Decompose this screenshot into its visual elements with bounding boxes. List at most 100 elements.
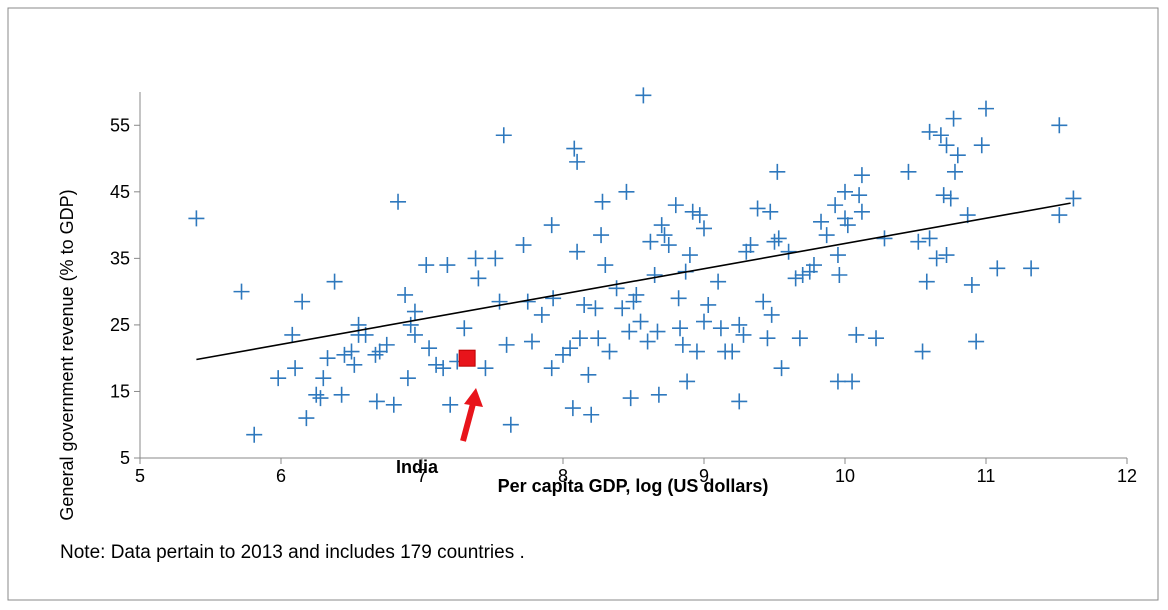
point: [326, 273, 343, 290]
point: [402, 316, 419, 333]
point: [270, 370, 287, 387]
point: [935, 187, 952, 204]
point: [963, 276, 980, 293]
point: [946, 163, 963, 180]
point: [406, 326, 423, 343]
point: [298, 410, 315, 427]
point: [390, 193, 407, 210]
point: [569, 153, 586, 170]
point: [439, 257, 456, 274]
point: [569, 243, 586, 260]
point: [564, 400, 581, 417]
x-tick-label: 8: [558, 466, 568, 486]
point: [477, 360, 494, 377]
point: [583, 406, 600, 423]
point: [691, 207, 708, 224]
point: [735, 326, 752, 343]
point: [900, 163, 917, 180]
point: [710, 273, 727, 290]
point: [700, 296, 717, 313]
point: [818, 227, 835, 244]
point: [712, 320, 729, 337]
point: [837, 210, 853, 227]
point: [343, 343, 360, 360]
point: [491, 293, 508, 310]
point: [287, 360, 304, 377]
point: [670, 290, 687, 307]
arrow-head: [464, 388, 483, 407]
point: [731, 316, 748, 333]
point: [593, 227, 610, 244]
point: [406, 303, 423, 320]
point: [1051, 117, 1068, 134]
point: [628, 286, 645, 303]
point: [442, 396, 459, 413]
point: [523, 333, 540, 350]
point: [614, 300, 631, 317]
point: [594, 193, 611, 210]
point: [233, 283, 250, 300]
point: [656, 227, 673, 244]
point: [336, 346, 353, 363]
point: [622, 390, 639, 407]
point: [848, 326, 865, 343]
point: [576, 296, 593, 313]
point: [968, 333, 985, 350]
point: [769, 163, 786, 180]
point: [667, 197, 684, 214]
point: [371, 343, 388, 360]
point: [246, 426, 263, 443]
point: [368, 393, 385, 410]
point: [959, 207, 976, 224]
point: [742, 237, 759, 254]
point: [910, 233, 927, 250]
point: [498, 336, 515, 353]
point: [618, 183, 635, 200]
point: [696, 220, 712, 237]
point: [571, 330, 588, 347]
point: [738, 243, 755, 260]
point: [515, 237, 532, 254]
point: [660, 237, 677, 254]
point: [780, 243, 797, 260]
point: [188, 210, 205, 227]
point: [794, 267, 811, 283]
x-tick-label: 11: [977, 466, 996, 486]
point: [787, 270, 804, 287]
point: [533, 306, 550, 323]
point: [580, 366, 597, 383]
point: [831, 267, 848, 283]
point: [635, 87, 652, 104]
point: [346, 356, 363, 373]
point: [653, 217, 670, 234]
point: [625, 293, 642, 310]
point: [642, 233, 659, 250]
point: [543, 360, 560, 377]
point: [829, 373, 846, 390]
point: [731, 393, 748, 410]
point: [418, 257, 435, 274]
point: [385, 396, 402, 413]
point: [829, 247, 846, 264]
arrow: [460, 399, 477, 442]
point: [770, 230, 787, 247]
point: [942, 190, 959, 207]
point: [773, 360, 790, 377]
point: [397, 286, 414, 303]
point: [938, 137, 955, 154]
point: [684, 203, 701, 220]
point: [639, 333, 656, 350]
point: [294, 293, 311, 310]
point: [1051, 207, 1068, 224]
point: [791, 330, 808, 347]
point: [543, 217, 560, 234]
point: [315, 370, 332, 387]
point: [688, 343, 705, 360]
point: [763, 306, 780, 323]
point: [674, 336, 691, 353]
point: [319, 350, 336, 367]
point: [759, 330, 776, 347]
point: [587, 300, 604, 317]
point: [989, 260, 1006, 277]
point: [762, 203, 779, 220]
